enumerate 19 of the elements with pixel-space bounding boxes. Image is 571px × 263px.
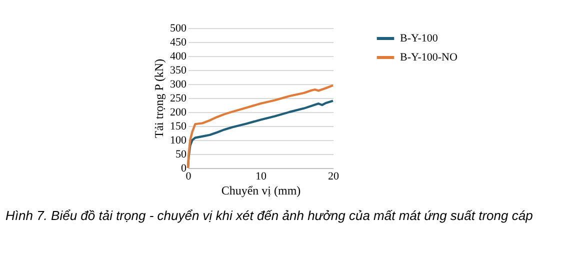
y-tick-label: 200 — [170, 106, 187, 118]
y-tick-label: 150 — [170, 120, 187, 132]
x-axis-title: Chuyển vị (mm) — [221, 184, 301, 198]
x-tick-label: 10 — [256, 170, 267, 182]
y-tick-label: 400 — [170, 50, 187, 62]
y-tick-label: 300 — [170, 78, 187, 90]
y-tick-label: 50 — [176, 148, 187, 160]
text: Hình 7. Biểu đồ tải trọng - chuyển vị khi xét đến ảnh hưởng của mất mát ứng suất trong cáp — [6, 208, 533, 223]
y-tick-label: 450 — [170, 36, 187, 48]
y-axis-title: Tải trọng P (kN) — [152, 58, 166, 138]
line-series — [186, 84, 334, 170]
x-tick-label: 20 — [328, 170, 340, 182]
legend-label: B-Y-100 — [400, 32, 438, 44]
y-tick-label: 500 — [170, 22, 187, 34]
legend-label: B-Y-100-NO — [400, 52, 458, 64]
y-tick-label: 100 — [170, 134, 187, 146]
y-tick-label: 350 — [170, 64, 187, 76]
y-tick-label: 250 — [170, 92, 187, 104]
y-tick-label: 0 — [181, 162, 187, 174]
